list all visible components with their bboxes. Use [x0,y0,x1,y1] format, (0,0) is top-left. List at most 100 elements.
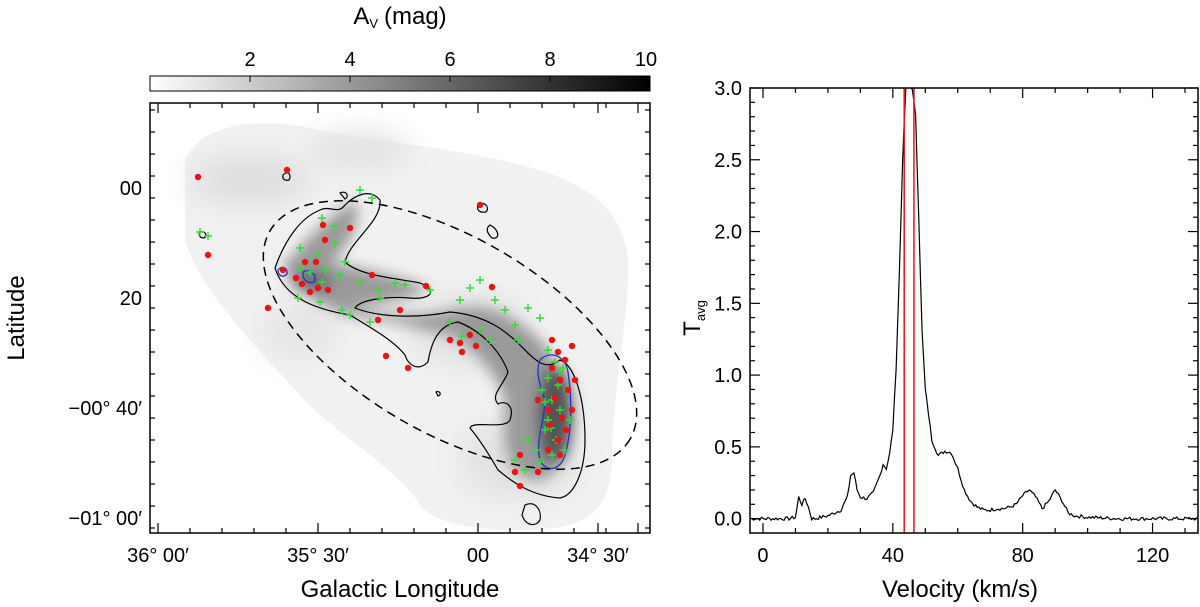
red-dot [368,271,376,279]
spectrum-axis-ticks [750,87,1198,533]
green-cross [511,456,519,464]
red-dot [564,386,572,394]
spectrum-y-label-sub: avg [693,300,708,321]
spectrum-y-axis-label: Tavg [679,300,708,336]
red-dot [319,221,327,229]
red-dot [562,426,570,434]
map-y-tick-label: 20 [120,288,142,310]
spectrum-x-tick-label: 40 [882,545,904,567]
colorbar-label-main: A [353,3,369,30]
red-dot [422,282,430,290]
map-y-tick-label: −00° 40′ [69,398,143,420]
red-dot [561,356,569,364]
green-cross [401,281,409,289]
red-dot [458,348,466,356]
green-cross [356,278,364,286]
green-cross [536,458,544,466]
green-cross [551,358,559,366]
green-cross [544,374,552,382]
spectrum-x-tick-label: 120 [1136,545,1169,567]
green-cross [356,186,364,194]
green-cross [196,228,204,236]
spectrum-line [750,88,1198,522]
map-axis-ticks [150,103,650,533]
map-x-tick-label: 34° 30′ [567,545,629,567]
spectrum-y-tick-label: 2.0 [714,222,742,244]
red-dot [488,283,496,291]
green-cross [341,258,349,266]
map-x-tick-label: 36° 00′ [127,545,189,567]
red-dot [298,280,306,288]
green-cross [548,451,556,459]
red-dot [306,288,314,296]
red-dot [558,414,566,422]
green-cross [204,232,212,240]
green-cross [296,264,304,272]
red-dot [314,284,322,292]
spectrum-y-tick-labels: 0.0 0.5 1.0 1.5 2.0 2.5 3.0 [714,78,742,531]
red-dot [283,166,291,174]
red-dot [516,482,524,490]
spectrum-x-axis-label: Velocity (km/s) [882,576,1038,603]
green-cross [330,222,338,230]
green-cross [491,296,499,304]
green-cross [338,306,346,314]
green-cross [524,436,532,444]
green-cross [376,294,384,302]
green-cross [321,266,329,274]
map-frame [149,102,651,534]
map-y-tick-label: 00 [120,178,142,200]
extinction-map-image [150,103,650,533]
green-cross [521,466,529,474]
green-cross [366,318,374,326]
red-dot [534,396,542,404]
green-cross [541,398,549,406]
green-cross [466,284,474,292]
spectrum-x-tick-label: 80 [1012,545,1034,567]
red-dot [548,364,556,372]
spectrum-x-tick-label: 0 [757,545,768,567]
green-cross [318,278,326,286]
red-dot [534,468,542,476]
red-dot [546,421,554,429]
green-cross [336,271,344,279]
spectrum-y-tick-label: 1.0 [714,365,742,387]
red-dot [476,201,484,209]
red-dot [556,376,564,384]
green-cross [331,240,339,248]
red-dot [374,316,382,324]
spectrum-plot-area [750,88,1198,533]
red-dot [312,258,320,266]
green-cross [476,276,484,284]
green-cross [306,268,314,276]
colorbar-label: AV (mag) [353,3,446,31]
spectrum-panel: 0 40 80 120 0.0 0.5 1.0 1.5 2.0 2.5 3.0 Velocity … [679,78,1199,603]
red-dot [544,446,552,454]
spectrum-y-label-main: T [679,321,706,336]
extinction-map-panel: AV (mag) 2 4 6 8 10 [3,3,657,603]
green-cross [538,386,546,394]
green-cross [524,304,532,312]
spectrum-y-tick-label: 0.0 [714,509,742,531]
red-dot [571,376,579,384]
colorbar [149,75,651,92]
colorbar-tick-label: 2 [244,49,255,71]
red-dot [456,339,464,347]
red-dots [194,166,579,490]
green-cross [514,336,522,344]
red-dot [545,406,553,414]
red-dot [511,468,519,476]
red-dot [466,331,474,339]
green-cross [294,294,302,302]
colorbar-label-sub: V [369,16,378,31]
green-cross [296,244,304,252]
green-cross [541,426,549,434]
green-cross [374,286,382,294]
green-cross [511,321,519,329]
spectrum-y-tick-label: 3.0 [714,78,742,100]
green-cross [456,296,464,304]
red-dot [516,451,524,459]
colorbar-label-unit: (mag) [384,3,447,30]
spectrum-y-tick-label: 0.5 [714,437,742,459]
